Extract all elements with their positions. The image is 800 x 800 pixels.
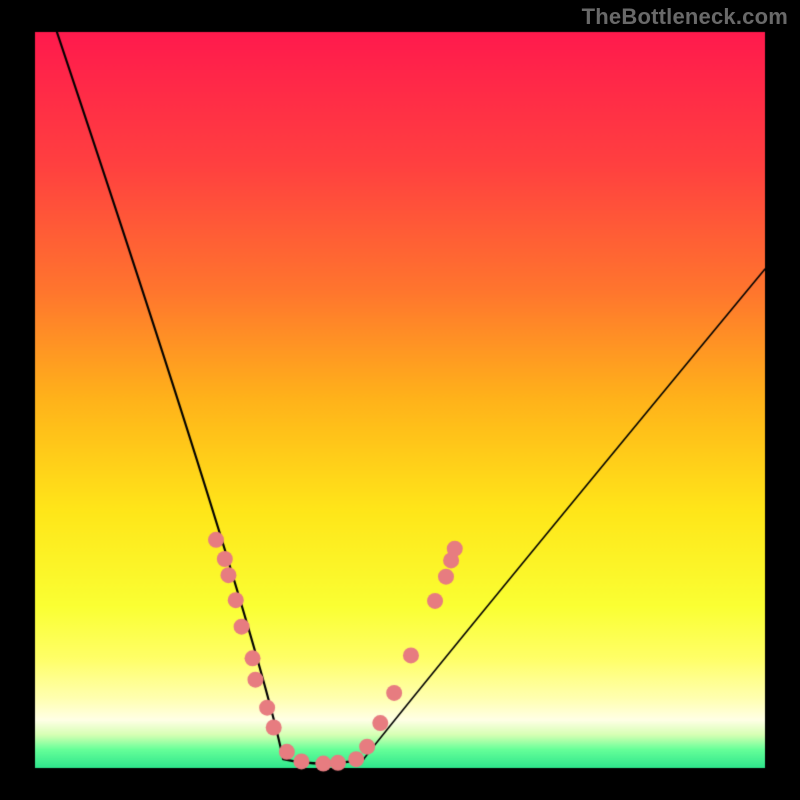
- watermark-text: TheBottleneck.com: [582, 4, 788, 30]
- bottleneck-curve-chart: [0, 0, 800, 800]
